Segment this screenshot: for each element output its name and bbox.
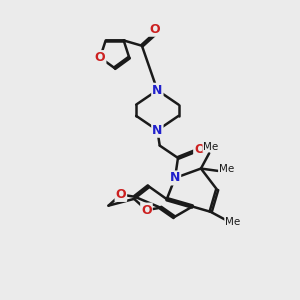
Text: O: O: [194, 142, 205, 156]
Text: N: N: [170, 172, 180, 184]
Text: O: O: [95, 51, 105, 64]
Text: Me: Me: [225, 218, 240, 227]
Text: N: N: [152, 84, 163, 97]
Text: Me: Me: [203, 142, 218, 152]
Text: N: N: [152, 124, 163, 137]
Text: O: O: [141, 204, 152, 217]
Text: O: O: [116, 188, 126, 201]
Text: O: O: [149, 23, 160, 36]
Text: Me: Me: [219, 164, 234, 174]
